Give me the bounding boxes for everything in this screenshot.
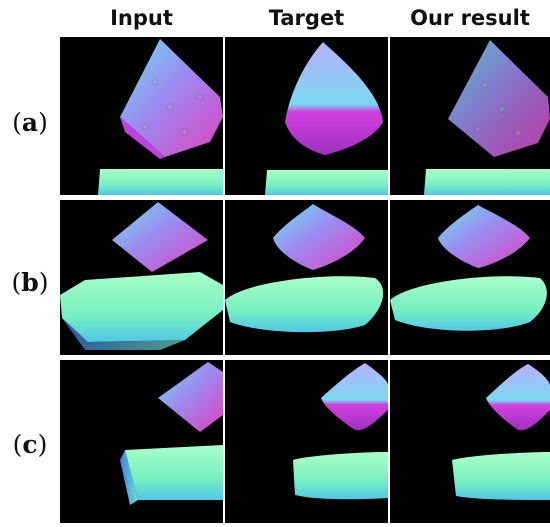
row-divider — [60, 197, 550, 199]
panel-b-target — [225, 200, 388, 355]
row-label-b: (b) — [11, 267, 49, 297]
panel-c-target — [225, 360, 388, 523]
column-header-target: Target — [268, 6, 345, 30]
panel-a-input — [60, 37, 223, 195]
column-header-input: Input — [110, 6, 173, 30]
panel-a-target — [225, 37, 388, 195]
column-header-our-result: Our result — [410, 6, 530, 30]
panel-c-result — [390, 360, 550, 523]
panel-b-result — [390, 200, 550, 355]
panel-b-input — [60, 200, 223, 355]
panel-c-input — [60, 360, 223, 523]
row-label-a: (a) — [12, 107, 48, 137]
row-divider — [60, 357, 550, 359]
panel-a-result — [390, 37, 550, 195]
row-label-c: (c) — [12, 429, 48, 459]
